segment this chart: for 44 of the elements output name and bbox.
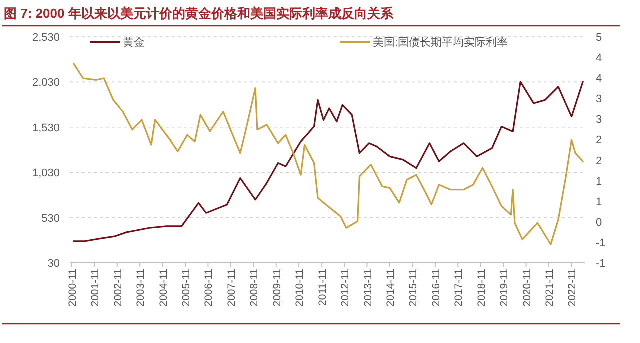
x-tick-label: 2012-11 [340,268,352,307]
y2-tick-label: 4 [596,52,602,65]
x-tick-label: 2015-11 [408,268,420,307]
y-tick-label: 1,530 [32,122,60,134]
legend-label: 美国:国债长期平均实际利率 [373,36,508,49]
x-tick-label: 2021-11 [544,268,556,307]
x-tick-label: 2022-11 [566,268,579,307]
chart-title: 图 7: 2000 年以来以美元计价的黄金价格和美国实际利率成反向关系 [4,6,394,21]
y2-tick-label: 2 [596,155,602,168]
x-tick-label: 2004-11 [158,268,170,307]
x-tick-label: 2000-11 [66,268,79,307]
x-tick-label: 2003-11 [135,268,148,307]
y2-tick-label: 1 [596,176,602,188]
y2-tick-label: 4 [596,73,602,86]
x-tick-label: 2018-11 [476,268,488,307]
x-tick-label: 2002-11 [112,268,124,307]
x-tick-label: 2013-11 [362,268,374,307]
y-tick-label: 2,530 [32,32,60,44]
x-tick-label: 2006-11 [203,268,216,307]
y2-tick-label: 1 [596,196,602,208]
x-tick-label: 2014-11 [384,268,397,307]
x-tick-label: 2005-11 [180,268,192,307]
y2-tick-label: 5 [596,32,602,44]
y2-tick-label: 0 [596,216,602,229]
y2-tick-label: 3 [596,114,602,126]
y-tick-label: 2,030 [32,77,60,90]
x-tick-label: 2008-11 [248,268,261,307]
x-tick-label: 2017-11 [453,268,466,307]
y-tick-label: 1,030 [32,168,60,180]
y-tick-label: 530 [42,212,60,225]
legend-label: 黄金 [123,36,145,49]
x-tick-label: 2009-11 [271,268,284,307]
x-tick-label: 2011-11 [316,268,329,306]
x-tick-label: 2019-11 [498,268,511,307]
x-tick-label: 2010-11 [294,268,306,307]
y2-tick-label: 3 [596,94,602,106]
x-tick-label: 2020-11 [521,268,534,307]
x-tick-label: 2016-11 [430,268,442,307]
x-tick-label: 2001-11 [90,268,102,307]
y2-tick-label: 2 [596,134,602,147]
y-tick-label: 30 [48,258,60,270]
y2-tick-label: -1 [596,258,606,270]
x-tick-label: 2007-11 [226,268,238,307]
y2-tick-label: -1 [596,237,606,250]
